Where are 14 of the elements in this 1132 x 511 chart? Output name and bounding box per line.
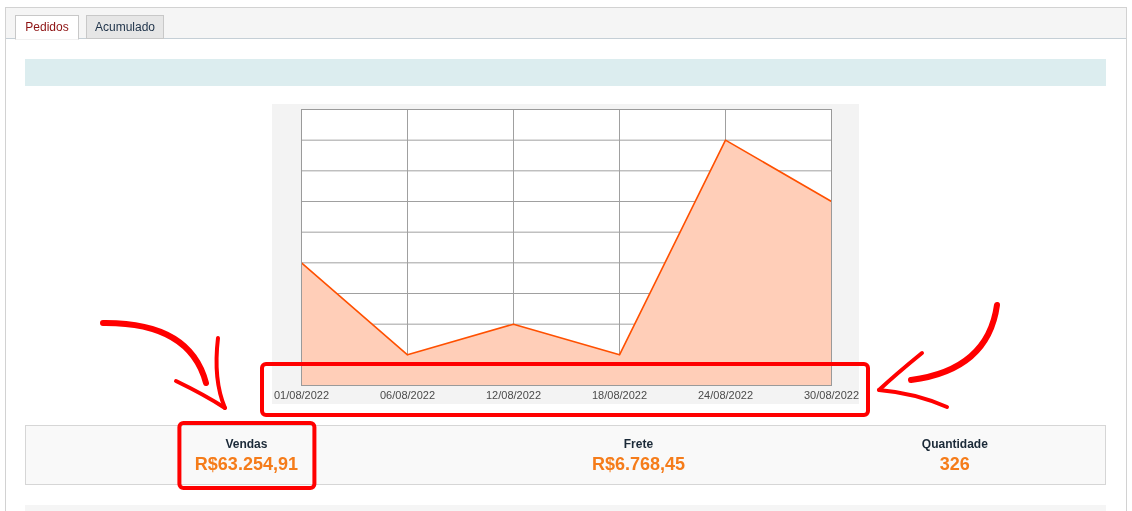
- text: Vendas: [225, 437, 268, 451]
- x-tick-label: 18/08/2022: [591, 389, 648, 401]
- x-tick-label: 12/08/2022: [485, 389, 542, 401]
- text: R$6.768,45: [591, 454, 685, 474]
- x-tick-label: 30/08/2022: [803, 389, 860, 401]
- text: 326: [939, 454, 970, 474]
- text: Frete: [623, 437, 654, 451]
- text: R$63.254,91: [194, 454, 298, 474]
- x-tick-label: 01/08/2022: [273, 389, 330, 401]
- text: Quantidade: [921, 437, 989, 451]
- text: Acumulado: [94, 20, 156, 34]
- x-tick-label: 06/08/2022: [379, 389, 436, 401]
- x-tick-label: 24/08/2022: [697, 389, 754, 401]
- text: Pedidos: [25, 20, 69, 34]
